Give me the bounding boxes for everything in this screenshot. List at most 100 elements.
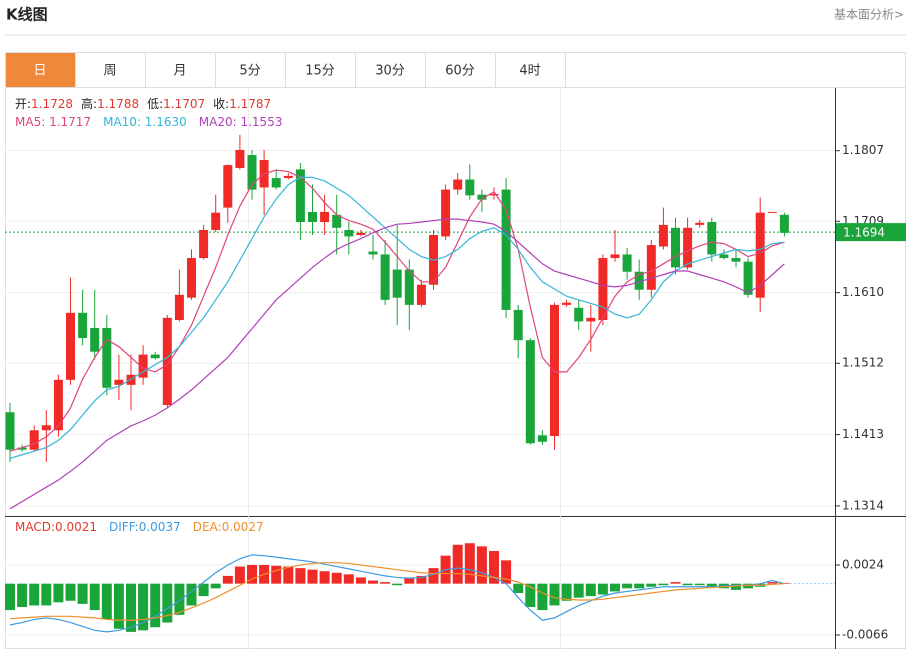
candle-body — [356, 232, 366, 235]
candle-body — [598, 258, 608, 321]
macd-bar — [476, 546, 487, 584]
macd-bar — [101, 583, 112, 620]
macd-bar — [597, 583, 608, 595]
info-label: MACD: — [15, 520, 55, 534]
candle-body — [574, 307, 584, 322]
candle-body — [211, 212, 221, 230]
candle-body — [634, 271, 644, 290]
candle-body — [622, 254, 632, 272]
candle-body — [78, 312, 88, 339]
candle-body — [525, 340, 535, 444]
indicator-line — [9, 218, 785, 510]
macd-bar — [767, 582, 778, 584]
macd-bar — [368, 580, 378, 584]
tab[interactable] — [495, 52, 566, 88]
info-row: MA5: 1.1717 MA10: 1.1630 MA20: 1.1553 — [15, 115, 282, 129]
candle-body — [477, 194, 487, 200]
y-tick-label: 0.0024 — [842, 558, 884, 572]
candle-body — [320, 211, 330, 223]
info-value: 1.1630 — [145, 115, 187, 129]
current-price-tag — [836, 223, 906, 242]
info-value: 1.1717 — [49, 115, 91, 129]
tab[interactable] — [285, 52, 356, 88]
candle-body — [404, 269, 414, 305]
macd-bar — [319, 571, 330, 584]
tab-label[interactable]: 4时 — [519, 64, 540, 79]
candle-body — [5, 412, 15, 450]
macd-bar — [89, 583, 100, 611]
info-label: 收: — [213, 97, 229, 111]
indicator-line — [9, 562, 785, 621]
tab-label[interactable]: 周 — [103, 64, 116, 79]
y-tick-label: 1.1512 — [842, 356, 884, 370]
tab[interactable] — [425, 52, 496, 88]
macd-bar — [670, 582, 681, 584]
indicator-line — [9, 176, 785, 459]
candle-body — [441, 189, 451, 237]
macd-bar — [646, 583, 657, 587]
candle-body — [295, 169, 305, 223]
candle-body — [695, 222, 705, 225]
macd-bar — [610, 583, 620, 592]
candle-body — [562, 302, 572, 305]
macd-bar — [585, 583, 596, 597]
tab-label[interactable]: 15分 — [305, 64, 335, 79]
tab[interactable] — [355, 52, 426, 88]
candle-body — [344, 229, 354, 237]
candle-body — [489, 193, 499, 196]
candle-body — [17, 447, 27, 450]
candle-body — [683, 227, 693, 268]
candle-body — [501, 189, 511, 310]
info-value: 1.1707 — [163, 97, 205, 111]
tab[interactable] — [145, 52, 216, 88]
macd-bar — [452, 544, 463, 584]
macd-bar — [210, 583, 221, 589]
macd-bar — [186, 583, 197, 606]
fundamental-link[interactable]: 基本面分析> — [834, 8, 904, 22]
tab-label[interactable]: 5分 — [239, 64, 260, 79]
candle-body — [719, 254, 729, 259]
tab[interactable] — [5, 52, 76, 88]
macd-bar — [392, 583, 403, 586]
macd-bar — [513, 583, 524, 593]
macd-bar — [29, 583, 40, 606]
candle-body — [247, 155, 257, 190]
candle-body — [380, 254, 390, 300]
macd-bar — [234, 566, 245, 584]
y-tick-label: 1.1413 — [842, 427, 884, 441]
tab[interactable] — [215, 52, 286, 88]
macd-bar — [634, 583, 645, 589]
macd-bar — [573, 583, 584, 598]
macd-bar — [17, 583, 28, 607]
macd-bar — [731, 583, 741, 590]
info-value: 0.0037 — [139, 520, 181, 534]
candle-body — [743, 261, 753, 295]
candle-body — [671, 227, 680, 268]
candle-body — [102, 327, 112, 388]
macd-bar — [174, 583, 185, 615]
candle-body — [550, 304, 559, 437]
macd-bar — [222, 575, 233, 584]
tab-label[interactable]: 日 — [33, 64, 46, 79]
macd-bar — [355, 577, 366, 584]
macd-bar — [5, 583, 15, 611]
info-value: 1.1728 — [31, 97, 73, 111]
candle-body — [41, 425, 51, 431]
macd-bar — [307, 569, 318, 584]
candle-body — [223, 165, 233, 208]
tab-label[interactable]: 60分 — [445, 64, 475, 79]
candle-body — [465, 179, 475, 196]
macd-bar — [41, 583, 52, 606]
candle-body — [537, 435, 547, 442]
info-value: 1.1787 — [229, 97, 271, 111]
candle-body — [308, 211, 317, 223]
tab-label[interactable]: 30分 — [375, 64, 405, 79]
info-label: MA20: — [199, 115, 241, 129]
candle-body — [658, 224, 668, 247]
candle-body — [755, 212, 765, 298]
macd-bar — [77, 583, 88, 604]
macd-bar — [464, 543, 475, 584]
candle-body — [174, 294, 184, 321]
tab-label[interactable]: 月 — [173, 64, 186, 79]
